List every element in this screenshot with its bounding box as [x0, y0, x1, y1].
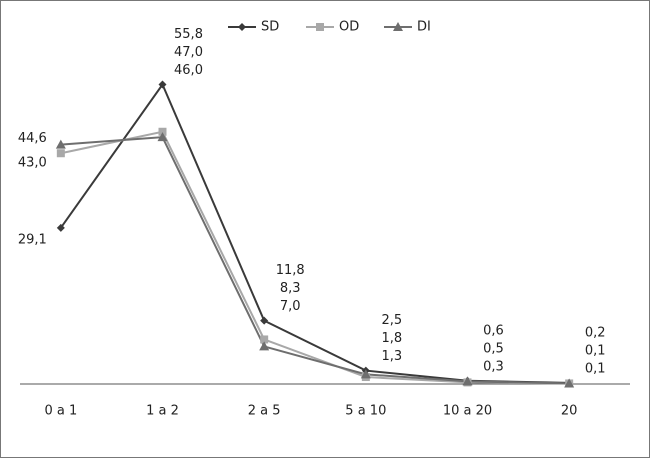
- data-label: 0,3: [483, 359, 504, 374]
- x-tick-label: 0 a 1: [44, 404, 77, 419]
- marker: [462, 376, 473, 386]
- marker: [238, 23, 246, 31]
- x-tick-label: 2 a 5: [248, 404, 281, 419]
- data-label: 0,5: [483, 341, 504, 356]
- data-label: 8,3: [280, 281, 301, 296]
- x-tick-label: 20: [561, 404, 578, 419]
- data-label: 0,2: [585, 325, 606, 340]
- data-label: 1,3: [381, 349, 402, 364]
- data-label: 0,6: [483, 323, 504, 338]
- data-label: 44,6: [18, 131, 47, 146]
- data-label: 29,1: [18, 232, 47, 247]
- marker: [56, 223, 65, 232]
- marker: [260, 335, 269, 344]
- data-label: 11,8: [276, 263, 305, 278]
- marker: [360, 369, 371, 379]
- x-tick-label: 10 a 20: [443, 404, 492, 419]
- data-label: 43,0: [18, 156, 47, 171]
- data-label: 47,0: [174, 45, 203, 60]
- data-label: 1,8: [381, 331, 402, 346]
- data-label: 7,0: [280, 299, 301, 314]
- x-tick-label: 5 a 10: [345, 404, 386, 419]
- marker: [158, 80, 167, 89]
- marker: [158, 127, 167, 136]
- legend-label: DI: [417, 20, 431, 35]
- data-label: 55,8: [174, 27, 203, 42]
- marker: [564, 378, 575, 388]
- x-tick-label: 1 a 2: [146, 404, 179, 419]
- data-label: 2,5: [381, 313, 402, 328]
- marker: [316, 23, 324, 31]
- marker: [55, 139, 66, 149]
- marker: [393, 22, 403, 31]
- marker: [259, 341, 270, 351]
- marker: [157, 132, 168, 142]
- data-label: 0,1: [585, 343, 606, 358]
- legend-label: OD: [339, 20, 359, 35]
- series-line: [60, 136, 570, 385]
- data-label: 0,1: [585, 361, 606, 376]
- legend-label: SD: [261, 20, 279, 35]
- marker: [260, 316, 269, 325]
- data-label: 46,0: [174, 63, 203, 78]
- marker: [56, 149, 65, 158]
